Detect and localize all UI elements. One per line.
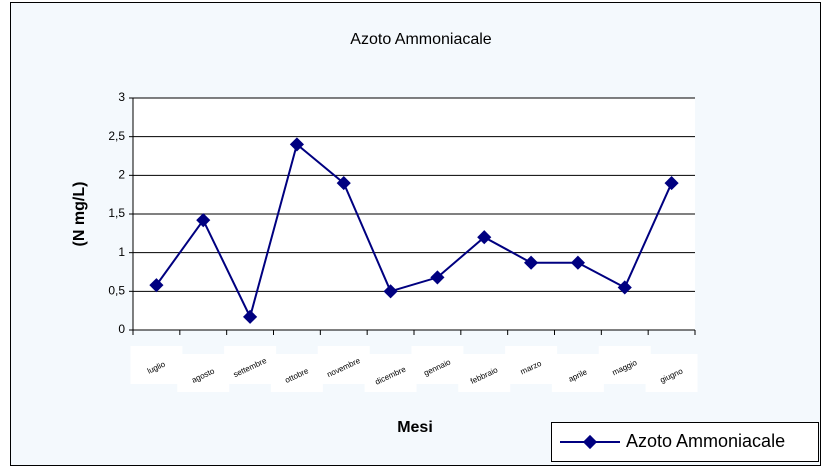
x-tick-label-box xyxy=(411,346,464,384)
y-tick-label: 0,5 xyxy=(108,284,125,298)
legend-marker xyxy=(582,434,598,450)
y-tick-label: 1,5 xyxy=(108,206,125,220)
x-tick-label-box xyxy=(598,346,651,384)
y-tick-label: 0 xyxy=(118,322,125,336)
chart-title: Azoto Ammoniacale xyxy=(350,31,492,48)
point xyxy=(383,284,398,299)
point xyxy=(289,137,304,152)
y-tick-label: 3 xyxy=(118,90,125,104)
point xyxy=(617,280,632,295)
x-tick-label-box xyxy=(317,346,370,384)
point xyxy=(477,230,492,245)
y-tick-label: 1 xyxy=(118,245,125,259)
point xyxy=(149,278,164,293)
y-tick-label: 2,5 xyxy=(108,129,125,143)
x-tick-label-box xyxy=(364,354,417,392)
legend-label: Azoto Ammoniacale xyxy=(626,431,785,451)
line xyxy=(155,142,673,320)
point xyxy=(196,213,211,228)
x-tick-label-box xyxy=(505,346,558,384)
x-tick-label-box xyxy=(224,346,277,384)
point xyxy=(570,255,585,270)
x-tick-label-box xyxy=(551,354,604,392)
legend: Azoto Ammoniacale xyxy=(551,422,819,462)
x-tick-label-box xyxy=(458,354,511,392)
x-tick-label-box xyxy=(645,354,698,392)
point xyxy=(664,175,679,191)
x-axis-title: Mesi xyxy=(397,419,433,436)
point xyxy=(243,309,258,324)
x-tick-label-box xyxy=(177,354,230,392)
point xyxy=(430,270,445,285)
y-tick-label: 2 xyxy=(118,168,125,182)
y-axis-title: (N mg/L) xyxy=(71,182,88,247)
point xyxy=(336,175,351,191)
point xyxy=(524,255,539,270)
x-tick-label-box xyxy=(130,346,183,384)
x-tick-label-box xyxy=(270,354,323,392)
